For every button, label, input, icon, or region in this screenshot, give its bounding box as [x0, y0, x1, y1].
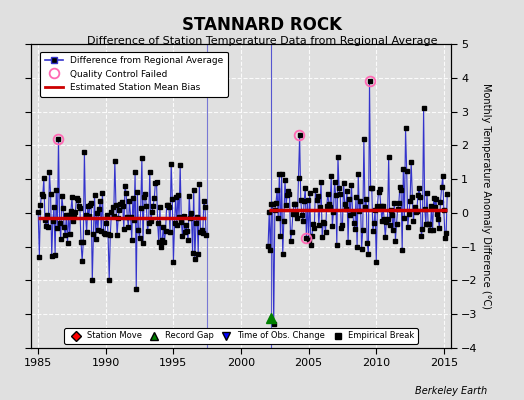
Text: STANNARD ROCK: STANNARD ROCK [182, 16, 342, 34]
Text: Difference of Station Temperature Data from Regional Average: Difference of Station Temperature Data f… [87, 36, 437, 46]
Y-axis label: Monthly Temperature Anomaly Difference (°C): Monthly Temperature Anomaly Difference (… [482, 83, 492, 309]
Legend: Station Move, Record Gap, Time of Obs. Change, Empirical Break: Station Move, Record Gap, Time of Obs. C… [64, 328, 418, 344]
Text: Berkeley Earth: Berkeley Earth [415, 386, 487, 396]
